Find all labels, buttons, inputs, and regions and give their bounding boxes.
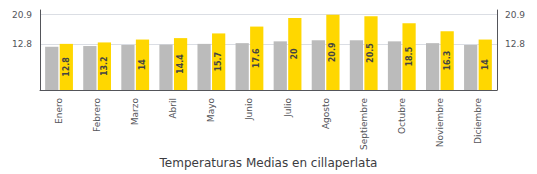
svg-text:Julio: Julio bbox=[283, 98, 293, 118]
svg-text:14: 14 bbox=[481, 59, 490, 71]
svg-text:12.8: 12.8 bbox=[505, 39, 525, 49]
svg-text:Noviembre: Noviembre bbox=[435, 98, 445, 148]
svg-text:Marzo: Marzo bbox=[130, 98, 140, 126]
svg-text:Temperaturas Medias en cillape: Temperaturas Medias en cillaperlata bbox=[159, 156, 378, 170]
svg-text:16.3: 16.3 bbox=[443, 51, 452, 71]
svg-text:17.6: 17.6 bbox=[252, 48, 261, 68]
svg-text:Enero: Enero bbox=[54, 98, 64, 124]
svg-text:14: 14 bbox=[138, 59, 147, 71]
svg-text:Febrero: Febrero bbox=[92, 98, 102, 132]
svg-text:Diciembre: Diciembre bbox=[473, 98, 483, 144]
svg-text:18.5: 18.5 bbox=[405, 46, 414, 66]
svg-text:20.9: 20.9 bbox=[505, 10, 525, 20]
svg-text:12.8: 12.8 bbox=[62, 57, 71, 77]
svg-text:Abril: Abril bbox=[168, 98, 178, 119]
svg-text:Agosto: Agosto bbox=[321, 98, 331, 130]
svg-text:20.9: 20.9 bbox=[328, 42, 337, 62]
svg-text:Septiembre: Septiembre bbox=[359, 98, 369, 151]
svg-text:Junio: Junio bbox=[244, 98, 254, 122]
svg-text:20.5: 20.5 bbox=[366, 43, 375, 63]
svg-text:12.8: 12.8 bbox=[12, 39, 32, 49]
svg-text:Octubre: Octubre bbox=[397, 98, 407, 134]
svg-text:20.9: 20.9 bbox=[12, 10, 32, 20]
svg-text:20: 20 bbox=[290, 48, 299, 60]
svg-text:15.7: 15.7 bbox=[214, 52, 223, 72]
svg-text:14.4: 14.4 bbox=[176, 54, 185, 74]
svg-text:13.2: 13.2 bbox=[100, 56, 109, 76]
svg-text:Mayo: Mayo bbox=[206, 98, 216, 123]
